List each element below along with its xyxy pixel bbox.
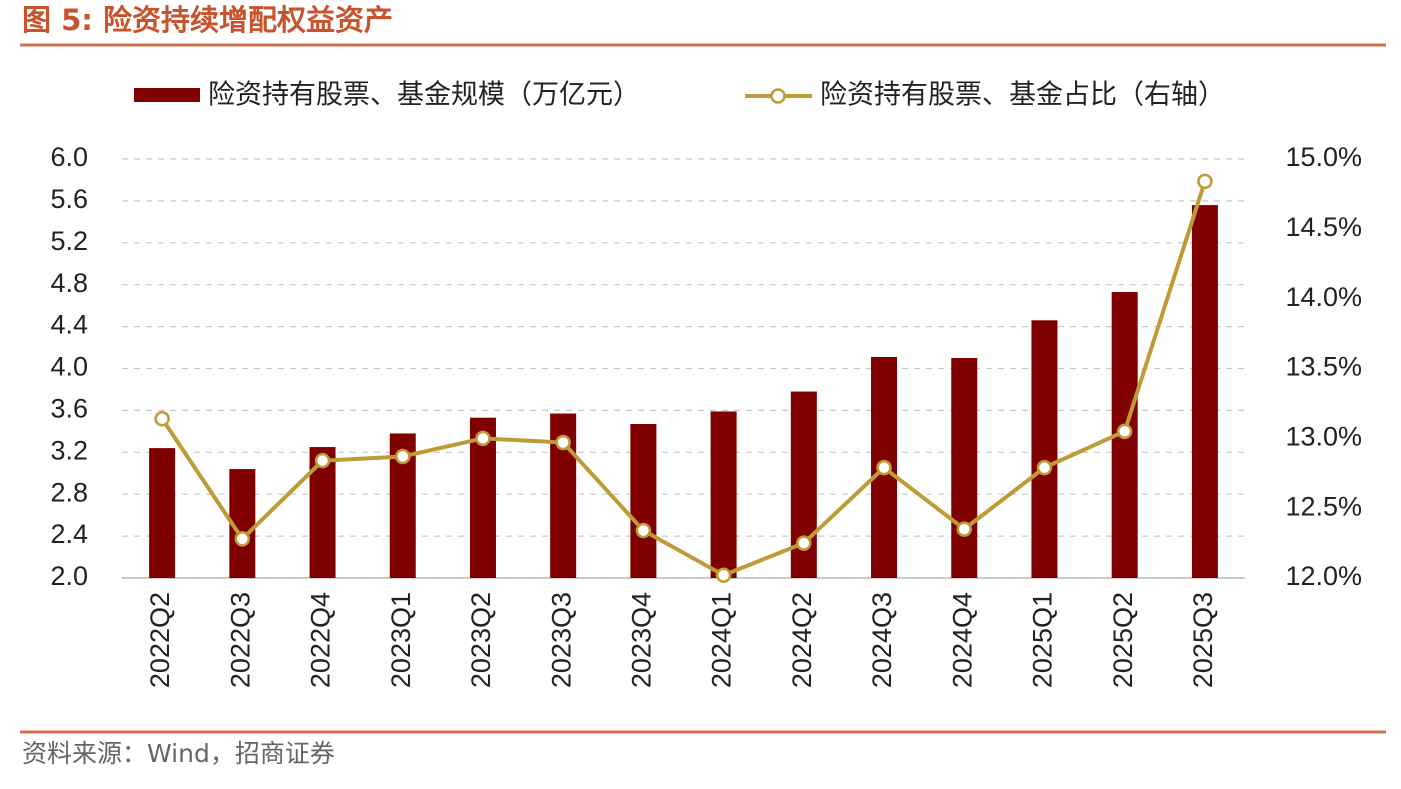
x-tick-label: 2023Q2 bbox=[466, 592, 496, 688]
y-tick-label: 2.4 bbox=[50, 519, 88, 549]
line-marker bbox=[876, 459, 892, 476]
line-marker bbox=[956, 521, 972, 537]
y-tick-label: 2.0 bbox=[50, 561, 88, 591]
y2-tick-label: 12.0% bbox=[1285, 561, 1362, 591]
bar bbox=[149, 448, 176, 578]
y-tick-label: 5.2 bbox=[50, 226, 88, 256]
x-tick-label: 2025Q1 bbox=[1028, 592, 1058, 688]
x-tick-label: 2022Q3 bbox=[225, 592, 255, 688]
y2-tick-label: 13.5% bbox=[1285, 352, 1362, 382]
line-marker bbox=[1036, 459, 1053, 476]
bar bbox=[1031, 320, 1058, 578]
legend-label: 险资持有股票、基金规模（万亿元） bbox=[208, 80, 640, 111]
y-tick-label: 4.0 bbox=[50, 352, 88, 382]
y-tick-label: 3.6 bbox=[50, 394, 88, 424]
chart-title: 图 5: 险资持续增配权益资产 bbox=[22, 3, 393, 37]
bar bbox=[951, 358, 978, 578]
line-marker bbox=[1197, 173, 1213, 190]
y-tick-label: 3.2 bbox=[50, 435, 88, 465]
bar bbox=[1191, 205, 1218, 578]
line-marker bbox=[314, 452, 331, 469]
line bbox=[160, 180, 1207, 578]
x-tick-label: 2024Q3 bbox=[867, 592, 897, 688]
line-marker bbox=[635, 522, 652, 539]
line-marker bbox=[1116, 423, 1133, 440]
x-tick-label: 2023Q1 bbox=[386, 592, 416, 688]
line-marker bbox=[715, 567, 732, 583]
legend-swatch bbox=[770, 88, 786, 104]
x-tick-label: 2024Q4 bbox=[947, 592, 977, 688]
x-tick-label: 2025Q3 bbox=[1188, 592, 1218, 688]
y-tick-label: 2.8 bbox=[50, 477, 88, 507]
legend-label: 险资持有股票、基金占比（右轴） bbox=[820, 80, 1225, 111]
x-tick-label: 2022Q4 bbox=[306, 592, 336, 688]
y2-tick-label: 14.0% bbox=[1285, 282, 1362, 312]
bar bbox=[630, 424, 657, 578]
legend-swatch bbox=[134, 88, 200, 102]
line-marker bbox=[475, 430, 491, 447]
line-marker bbox=[395, 448, 411, 465]
line-marker bbox=[555, 434, 571, 451]
line-marker bbox=[234, 531, 251, 547]
y-tick-label: 6.0 bbox=[50, 142, 88, 172]
x-tick-label: 2023Q3 bbox=[546, 592, 576, 688]
x-tick-label: 2025Q2 bbox=[1108, 592, 1138, 688]
y-tick-label: 5.6 bbox=[50, 184, 88, 214]
x-tick-label: 2023Q4 bbox=[627, 592, 657, 688]
line-marker bbox=[796, 535, 812, 551]
y2-tick-label: 15.0% bbox=[1285, 142, 1362, 172]
y2-tick-label: 14.5% bbox=[1285, 212, 1362, 242]
x-tick-label: 2022Q2 bbox=[145, 592, 175, 688]
y2-tick-label: 13.0% bbox=[1285, 421, 1362, 451]
x-tick-label: 2024Q2 bbox=[787, 592, 817, 688]
y-tick-label: 4.4 bbox=[50, 310, 88, 340]
source: 资料来源：Wind，招商证券 bbox=[22, 739, 335, 768]
y2-tick-label: 12.5% bbox=[1285, 491, 1362, 521]
bar bbox=[710, 411, 737, 578]
line-marker bbox=[154, 411, 170, 427]
y-tick-label: 4.8 bbox=[50, 268, 88, 298]
x-tick-label: 2024Q1 bbox=[707, 592, 737, 688]
